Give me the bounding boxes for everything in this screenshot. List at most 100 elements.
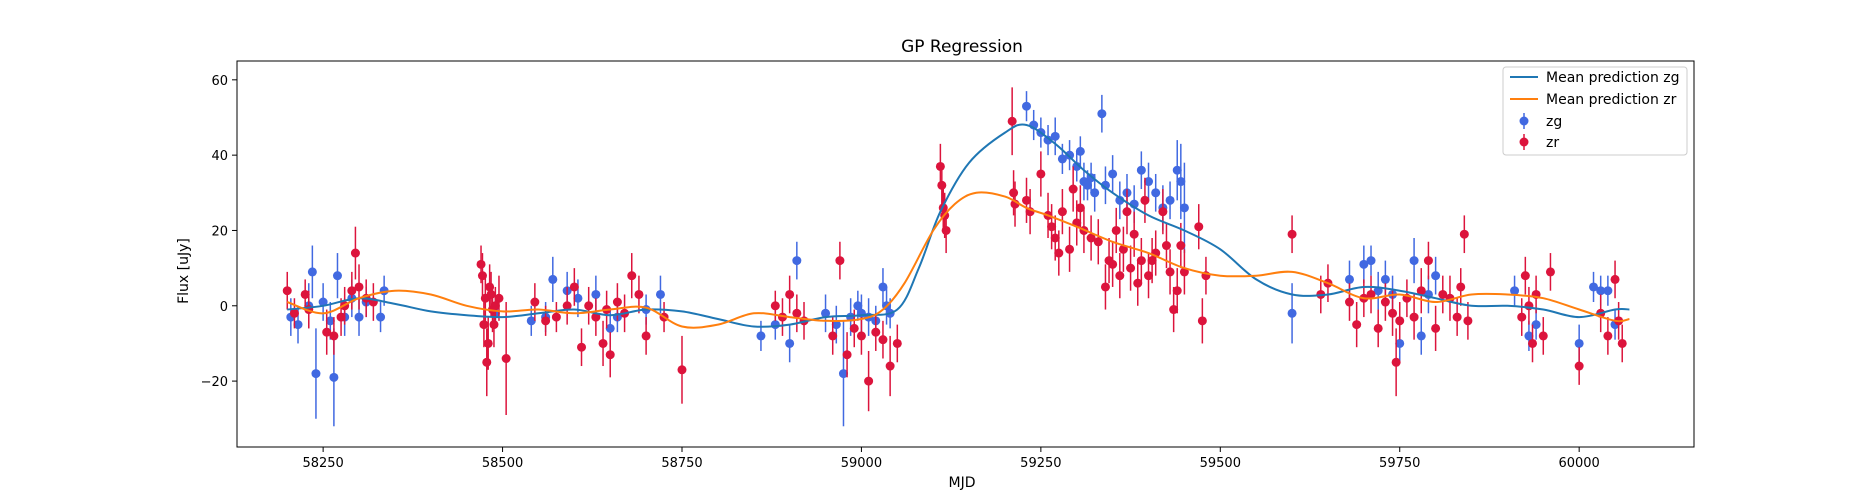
x-tick-label: 59500 xyxy=(1200,456,1241,471)
data-point xyxy=(1198,316,1207,325)
chart-title: GP Regression xyxy=(901,37,1023,57)
data-point xyxy=(828,331,837,340)
data-point xyxy=(552,313,561,322)
data-point xyxy=(642,331,651,340)
y-tick-label: 40 xyxy=(211,149,228,164)
data-point xyxy=(1009,188,1018,197)
data-point xyxy=(627,271,636,280)
data-point xyxy=(1140,196,1149,205)
data-point xyxy=(1008,117,1017,126)
data-point xyxy=(355,282,364,291)
data-point xyxy=(1546,267,1555,276)
x-tick-label: 58750 xyxy=(661,456,702,471)
data-point xyxy=(1367,256,1376,265)
data-point xyxy=(1460,230,1469,239)
data-point xyxy=(1173,286,1182,295)
y-tick-label: −20 xyxy=(201,375,228,390)
x-tick-label: 58250 xyxy=(302,456,343,471)
data-point xyxy=(1463,316,1472,325)
data-point xyxy=(1065,245,1074,254)
data-point xyxy=(1137,256,1146,265)
data-point xyxy=(1162,241,1171,250)
data-point xyxy=(283,286,292,295)
data-point xyxy=(1345,298,1354,307)
data-point xyxy=(599,339,608,348)
data-point xyxy=(1158,207,1167,216)
data-point xyxy=(1381,298,1390,307)
data-point xyxy=(584,301,593,310)
data-point xyxy=(329,331,338,340)
data-point xyxy=(1108,260,1117,269)
data-point xyxy=(1122,207,1131,216)
y-tick-label: 0 xyxy=(220,300,228,315)
data-point xyxy=(634,290,643,299)
data-point xyxy=(1090,188,1099,197)
data-point xyxy=(1288,230,1297,239)
data-point xyxy=(1176,241,1185,250)
data-point xyxy=(541,316,550,325)
data-point xyxy=(1058,207,1067,216)
data-point xyxy=(1194,222,1203,231)
data-point xyxy=(329,373,338,382)
data-point xyxy=(577,343,586,352)
legend-label-zr: zr xyxy=(1546,135,1559,151)
data-point xyxy=(771,301,780,310)
data-point xyxy=(1094,237,1103,246)
data-point xyxy=(530,298,539,307)
data-point xyxy=(756,331,765,340)
data-point xyxy=(864,377,873,386)
data-point xyxy=(1575,339,1584,348)
data-point xyxy=(1453,313,1462,322)
data-point xyxy=(1166,267,1175,276)
data-point xyxy=(487,290,496,299)
data-point xyxy=(1288,309,1297,318)
data-point xyxy=(1101,282,1110,291)
data-point xyxy=(857,331,866,340)
data-point xyxy=(1352,320,1361,329)
data-point xyxy=(1076,147,1085,156)
data-point xyxy=(1381,275,1390,284)
legend: Mean prediction zg Mean prediction zr zg… xyxy=(1503,67,1687,155)
data-point xyxy=(489,320,498,329)
data-point xyxy=(677,365,686,374)
data-point xyxy=(886,362,895,371)
data-point xyxy=(1603,331,1612,340)
data-point xyxy=(477,260,486,269)
data-point xyxy=(1417,331,1426,340)
data-point xyxy=(494,294,503,303)
data-point xyxy=(1528,339,1537,348)
x-axis-label: MJD xyxy=(949,475,976,491)
data-point xyxy=(785,339,794,348)
data-point xyxy=(548,275,557,284)
x-tick-label: 59000 xyxy=(841,456,882,471)
data-point xyxy=(613,298,622,307)
data-point xyxy=(606,350,615,359)
data-point xyxy=(1410,313,1419,322)
data-point xyxy=(1424,256,1433,265)
data-point xyxy=(1022,102,1031,111)
data-point xyxy=(479,320,488,329)
data-point xyxy=(482,358,491,367)
data-point xyxy=(1180,203,1189,212)
data-point xyxy=(1112,226,1121,235)
data-point xyxy=(1603,286,1612,295)
data-point xyxy=(1611,275,1620,284)
legend-label-zr-line: Mean prediction zr xyxy=(1546,92,1677,108)
data-point xyxy=(792,256,801,265)
data-point xyxy=(656,290,665,299)
data-point xyxy=(333,271,342,280)
data-point xyxy=(1388,309,1397,318)
data-point xyxy=(1115,271,1124,280)
data-point xyxy=(942,226,951,235)
data-point xyxy=(1036,169,1045,178)
data-point xyxy=(1126,264,1135,273)
data-point xyxy=(871,328,880,337)
data-point xyxy=(843,350,852,359)
data-point xyxy=(835,256,844,265)
data-point xyxy=(1431,271,1440,280)
data-point xyxy=(1539,331,1548,340)
data-point xyxy=(937,181,946,190)
x-tick-label: 58500 xyxy=(482,456,523,471)
y-tick-label: 20 xyxy=(211,224,228,239)
